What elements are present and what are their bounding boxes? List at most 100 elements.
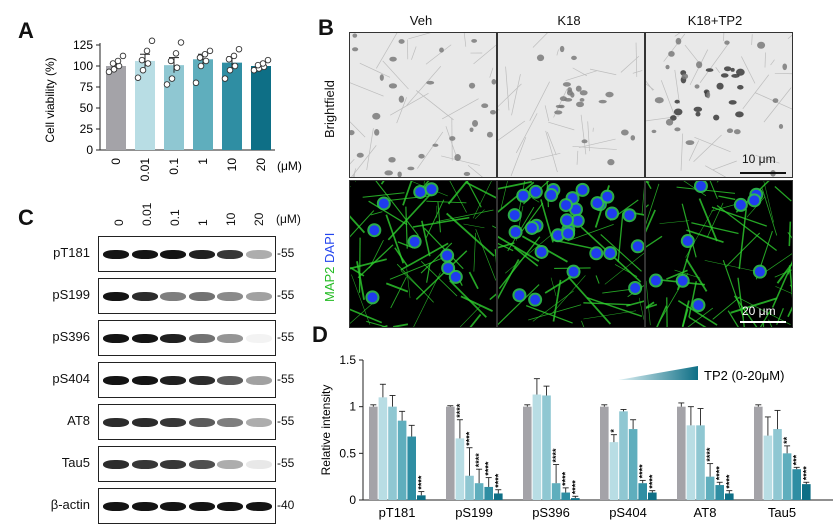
map2-neurite [788, 265, 792, 299]
map2-neurite [498, 235, 540, 262]
map2-neurite [617, 212, 624, 263]
map2-neurite [646, 209, 656, 233]
brightfield-cell [696, 61, 703, 69]
brightfield-cell [651, 129, 657, 134]
chart-a-data-point [172, 50, 180, 57]
brightfield-cell [352, 33, 358, 38]
map2-neurite [711, 206, 767, 227]
brightfield-neurite [547, 131, 557, 156]
dapi-nucleus [735, 199, 746, 210]
map2-neurite [787, 260, 792, 275]
brightfield-cell [388, 83, 398, 89]
chart-a-data-point [109, 60, 117, 67]
map2-neurite [733, 295, 758, 327]
map2-neurite [787, 306, 792, 318]
blot-band [217, 250, 243, 259]
map2-neurite [691, 222, 739, 235]
map2-neurite [396, 263, 434, 303]
map2-neurite [730, 297, 778, 314]
blot-unit-label: (μM) [276, 212, 301, 226]
brightfield-neurite [467, 164, 483, 177]
blot-lane-label: 20 [252, 212, 266, 226]
blot-membrane [98, 236, 276, 272]
brightfield-cell [579, 90, 588, 96]
column-label-k18-tp2: K18+TP2 [687, 13, 743, 28]
chart-a-y-tick-label: 75 [80, 80, 94, 94]
brightfield-neurite [417, 131, 444, 169]
blot-band [160, 502, 186, 511]
blot-band [217, 418, 243, 427]
map2-neurite [463, 223, 485, 229]
chart-d-bar [523, 406, 532, 500]
chart-a-bar [193, 59, 213, 150]
chart-d-y-tick-label: 0.5 [339, 446, 356, 460]
blot-band [103, 250, 129, 259]
brightfield-neurite [366, 128, 374, 170]
map2-neurite [446, 212, 495, 257]
column-label-veh: Veh [409, 13, 433, 28]
chart-d-significance-stars: **** [561, 471, 571, 486]
chart-d-bar [802, 484, 811, 500]
chart-d-group-label: pS199 [455, 505, 493, 520]
chart-d-bar [551, 483, 561, 500]
brightfield-neurite [770, 59, 775, 66]
map2-neurite [449, 181, 467, 213]
map2-neurite [494, 249, 496, 264]
blot-band [217, 460, 243, 469]
map2-neurite [581, 320, 585, 327]
chart-a-data-point [221, 75, 229, 82]
map2-neurite [704, 260, 761, 273]
dapi-nucleus [749, 195, 760, 206]
brightfield-neurite [416, 90, 454, 121]
map2-neurite [528, 304, 582, 321]
brightfield-cell [730, 67, 735, 72]
brightfield-cell [668, 50, 675, 57]
chart-d-significance-stars: **** [705, 447, 715, 462]
brightfield-neurite [741, 56, 756, 84]
chart-d-significance-stars: **** [715, 466, 725, 481]
blot-band [217, 292, 243, 301]
brightfield-image-veh [349, 32, 497, 178]
brightfield-cell [695, 111, 701, 117]
map2-neurite [646, 181, 652, 190]
brightfield-cell [490, 110, 496, 115]
panel-letter-d: D [312, 322, 328, 347]
brightfield-neurite [646, 83, 655, 91]
blot-lane-label: 0.1 [168, 209, 182, 226]
map2-neurite [472, 181, 492, 219]
blot-band [245, 334, 272, 343]
map2-neurite [498, 284, 540, 326]
map2-neurite [498, 181, 533, 190]
chart-a-y-tick-label: 0 [86, 143, 93, 157]
brightfield-neurite [578, 138, 616, 148]
map2-neurite [498, 236, 541, 289]
chart-d-bar [705, 476, 715, 500]
dapi-nucleus [630, 283, 641, 294]
brightfield-neurite [556, 49, 559, 56]
brightfield-cell [536, 54, 545, 62]
map2-neurite [646, 280, 651, 326]
brightfield-cell [673, 108, 683, 116]
brightfield-cell [681, 73, 689, 80]
dapi-nucleus [607, 208, 618, 219]
brightfield-neurite [764, 52, 766, 68]
brightfield-cell [576, 101, 584, 108]
map2-neurite [688, 281, 698, 318]
chart-d-significance-stars: ** [782, 436, 792, 444]
map2-neurite [687, 307, 714, 327]
map2-neurite [400, 242, 449, 271]
map2-neurite [356, 261, 366, 300]
brightfield-neurite [663, 33, 686, 62]
brightfield-cell [630, 135, 636, 141]
blot-band [160, 460, 186, 469]
chart-d-significance-stars: **** [465, 431, 475, 446]
brightfield-neurite [425, 44, 452, 65]
map2-neurite [725, 232, 761, 268]
chart-a-cell-viability: Cell viability (%) 0 25 50 75 100 125 0 0.01 0.1 1… [43, 37, 302, 181]
map2-neurite [532, 197, 540, 203]
map2-neurite [405, 206, 408, 249]
blot-band [131, 376, 158, 385]
blot-membrane [98, 320, 276, 356]
chart-d-significance-stars: **** [493, 473, 503, 488]
brightfield-cell [389, 56, 397, 62]
